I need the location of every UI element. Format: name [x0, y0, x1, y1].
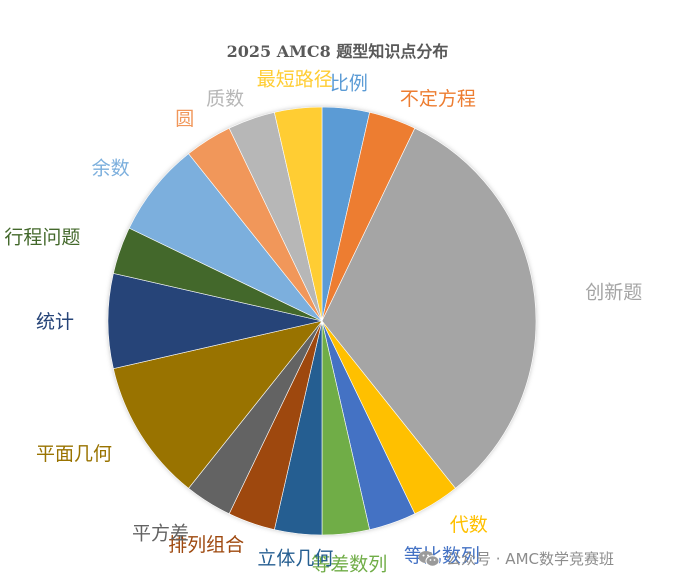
chart-title: 2025 AMC8 题型知识点分布: [226, 42, 449, 61]
slice-label-2: 不定方程: [400, 88, 476, 110]
slice-label-12: 行程问题: [4, 226, 80, 248]
slice-label-1: 比例: [330, 73, 368, 95]
slice-label-8: 排列组合: [168, 534, 244, 556]
watermark-text: 公众号 · AMC数学竞赛班: [446, 550, 614, 568]
pie-slice-3: [321, 127, 537, 489]
slice-label-13: 余数: [92, 158, 130, 180]
slice-label-3: 创新题: [585, 281, 642, 303]
slice-label-9: 平方差: [132, 523, 189, 545]
slice-label-16: 最短路径: [257, 69, 333, 91]
slice-label-7: 立体几何: [257, 548, 333, 570]
wechat-icon: [418, 550, 440, 568]
slice-label-10: 平面几何: [36, 443, 112, 465]
pie-slice-10: [113, 320, 323, 489]
slice-label-4: 代数: [450, 514, 488, 536]
watermark: 公众号 · AMC数学竞赛班: [418, 548, 614, 569]
slice-label-15: 质数: [206, 88, 244, 110]
slice-label-14: 圆: [175, 108, 194, 130]
pie-slice-16: [274, 106, 323, 322]
slice-label-6: 等差数列: [311, 554, 387, 576]
slice-label-11: 统计: [36, 311, 74, 333]
